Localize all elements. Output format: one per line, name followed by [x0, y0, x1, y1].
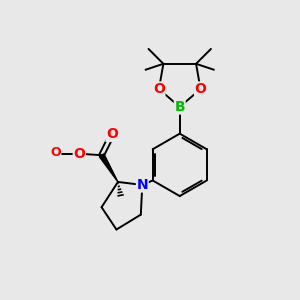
Polygon shape	[99, 154, 118, 182]
Text: O: O	[106, 128, 118, 141]
Text: O: O	[153, 82, 165, 96]
Text: B: B	[174, 100, 185, 114]
Text: O: O	[73, 147, 85, 161]
Text: N: N	[136, 178, 148, 192]
Text: O: O	[50, 146, 61, 159]
Text: O: O	[195, 82, 206, 96]
